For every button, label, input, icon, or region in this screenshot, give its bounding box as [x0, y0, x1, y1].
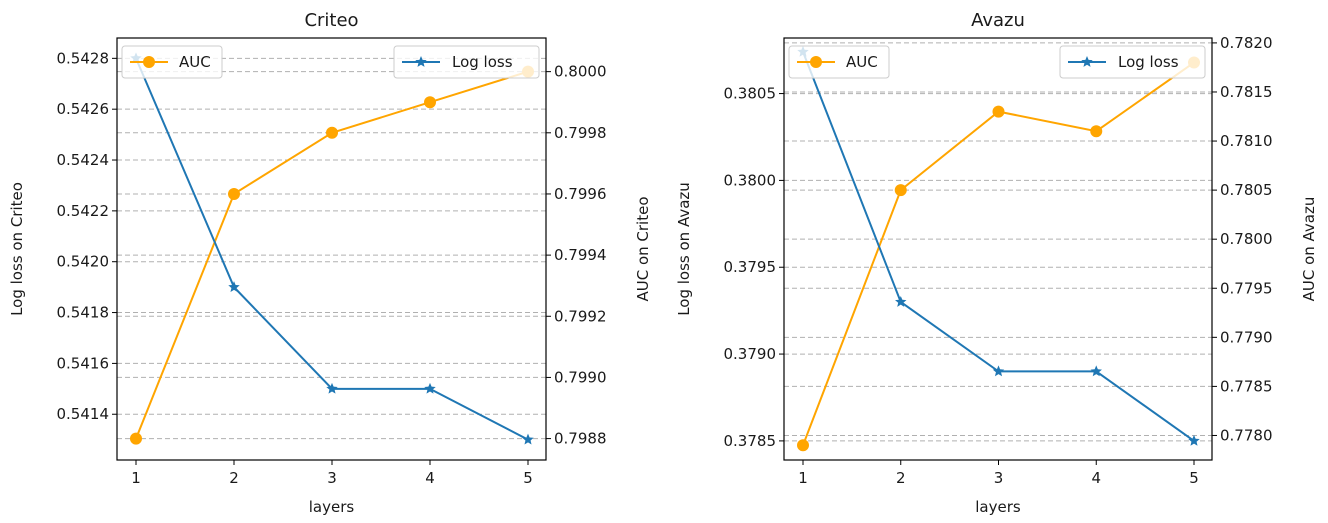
- y-right-tick-label: 0.7790: [1220, 328, 1273, 346]
- legend-box-auc: [121, 45, 223, 79]
- y-right-tick-label: 0.7994: [554, 246, 607, 264]
- x-tick-label: 1: [798, 469, 808, 487]
- data-point-log-loss: [992, 365, 1005, 377]
- x-axis-label: layers: [309, 498, 355, 516]
- x-tick-label: 2: [229, 469, 239, 487]
- y-right-tick-label: 0.7810: [1220, 132, 1273, 150]
- y-right-tick-label: 0.7815: [1220, 83, 1273, 101]
- y-left-tick-label: 0.3800: [724, 171, 777, 189]
- y-left-tick-label: 0.3785: [724, 432, 777, 450]
- y-right-tick-label: 0.7992: [554, 307, 607, 325]
- y-left-tick-label: 0.3805: [724, 85, 777, 103]
- x-tick-label: 5: [1189, 469, 1199, 487]
- x-tick-label: 4: [1091, 469, 1101, 487]
- data-point-log-loss: [326, 382, 338, 394]
- y-right-tick-label: 0.7805: [1220, 181, 1273, 199]
- y-left-tick-label: 0.5414: [57, 405, 110, 423]
- y-left-axis-label: Log loss on Avazu: [675, 182, 693, 316]
- legend-label-auc: AUC: [846, 53, 878, 71]
- legend-marker-logloss: [415, 56, 427, 67]
- series-line-auc: [802, 61, 1195, 446]
- legend-label-logloss: Log loss: [452, 53, 513, 71]
- data-point-auc: [992, 105, 1005, 118]
- data-point-log-loss: [1188, 434, 1200, 446]
- x-tick-label: 3: [327, 469, 337, 487]
- y-right-tick-label: 0.7988: [554, 430, 607, 448]
- legend-box-auc: [788, 45, 890, 79]
- data-point-log-loss: [228, 281, 240, 292]
- legend-label-logloss: Log loss: [1118, 53, 1179, 71]
- data-point-log-loss: [424, 382, 436, 394]
- y-left-tick-label: 0.5426: [57, 100, 110, 118]
- x-tick-label: 5: [523, 469, 533, 487]
- y-left-tick-label: 0.5418: [57, 304, 110, 322]
- data-point-log-loss: [1090, 365, 1102, 377]
- series-line-log-loss: [135, 57, 529, 441]
- legend-box-logloss: [393, 45, 540, 79]
- chart-title: Avazu: [971, 10, 1025, 31]
- data-point-log-loss: [895, 295, 907, 307]
- y-right-tick-label: 0.7785: [1220, 377, 1273, 395]
- chart-title: Criteo: [304, 10, 358, 31]
- plot-frame: [783, 37, 1213, 461]
- data-point-auc: [130, 432, 142, 445]
- x-tick-label: 4: [425, 469, 435, 487]
- legend-label-auc: AUC: [179, 53, 211, 71]
- data-point-auc: [228, 187, 240, 200]
- legend-box-logloss: [1059, 45, 1206, 79]
- plot-frame: [116, 37, 547, 461]
- y-right-tick-label: 0.7998: [554, 124, 607, 142]
- x-axis-label: layers: [975, 498, 1021, 516]
- y-left-axis-label: Log loss on Criteo: [8, 182, 26, 316]
- data-point-auc: [424, 96, 436, 109]
- y-left-tick-label: 0.5416: [57, 354, 110, 372]
- x-tick-label: 3: [994, 469, 1004, 487]
- x-tick-label: 1: [131, 469, 141, 487]
- y-left-tick-label: 0.5422: [57, 202, 110, 220]
- y-right-axis-label: AUC on Criteo: [634, 196, 652, 301]
- y-left-tick-label: 0.3790: [724, 345, 777, 363]
- y-left-tick-label: 0.5424: [57, 151, 110, 169]
- y-left-tick-label: 0.3795: [724, 258, 777, 276]
- y-right-tick-label: 0.8000: [554, 63, 607, 81]
- y-right-tick-label: 0.7990: [554, 368, 607, 386]
- x-tick-label: 2: [896, 469, 906, 487]
- y-left-tick-label: 0.5428: [57, 49, 110, 67]
- legend-marker-auc: [810, 56, 822, 68]
- y-right-axis-label: AUC on Avazu: [1300, 197, 1318, 302]
- legend-marker-logloss: [1081, 56, 1093, 67]
- data-point-auc: [326, 126, 338, 139]
- data-point-auc: [894, 184, 907, 197]
- y-right-tick-label: 0.7780: [1220, 426, 1273, 444]
- y-right-tick-label: 0.7800: [1220, 230, 1273, 248]
- data-point-auc: [797, 439, 809, 452]
- y-left-tick-label: 0.5420: [57, 253, 110, 271]
- y-right-tick-label: 0.7795: [1220, 279, 1273, 297]
- legend-marker-auc: [143, 56, 155, 68]
- y-right-tick-label: 0.7996: [554, 185, 607, 203]
- y-right-tick-label: 0.7820: [1220, 34, 1273, 52]
- data-point-auc: [1090, 125, 1103, 138]
- data-point-log-loss: [522, 433, 534, 445]
